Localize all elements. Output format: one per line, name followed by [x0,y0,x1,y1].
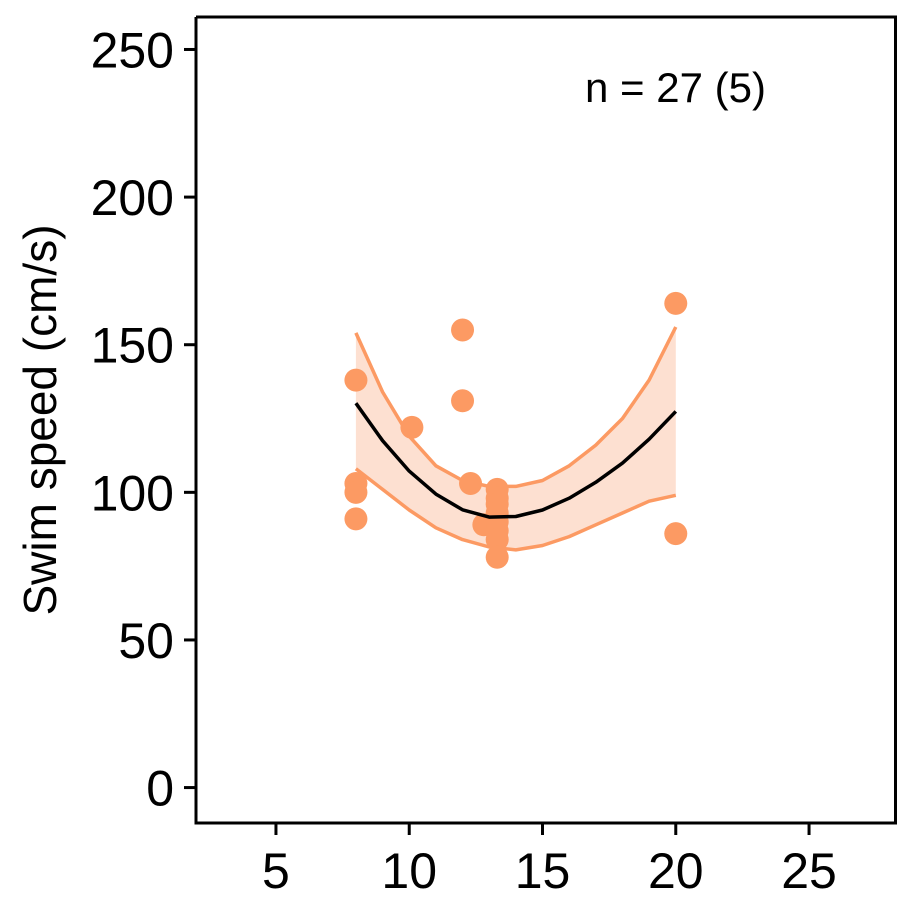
fit-line [354,402,678,519]
data-point [344,480,368,504]
x-tick-label: 10 [381,843,437,899]
y-tick-label: 0 [146,761,174,817]
x-tick-label: 25 [781,843,837,899]
data-point [451,318,475,342]
y-tick-label: 50 [118,613,174,669]
plot-area: 0 50 100 150 200 250 5 10 15 20 25 [91,15,897,899]
data-point [344,507,368,531]
data-point [485,545,509,569]
ci-lower-line [354,467,677,552]
y-axis-title: Swim speed (cm/s) [14,224,66,615]
data-point [485,528,509,552]
x-tick-label: 5 [262,843,290,899]
data-point [664,291,688,315]
x-tick-label: 15 [515,843,571,899]
data-point [459,471,483,495]
y-tick-label: 250 [91,22,174,78]
y-tick-label: 100 [91,465,174,521]
y-tick-label: 150 [91,318,174,374]
data-point [664,522,688,546]
x-tick-label: 20 [648,843,704,899]
data-point [451,389,475,413]
data-point [344,368,368,392]
y-tick-label: 200 [91,170,174,226]
data-point [400,415,424,439]
sample-size-annotation: n = 27 (5) [585,64,766,111]
